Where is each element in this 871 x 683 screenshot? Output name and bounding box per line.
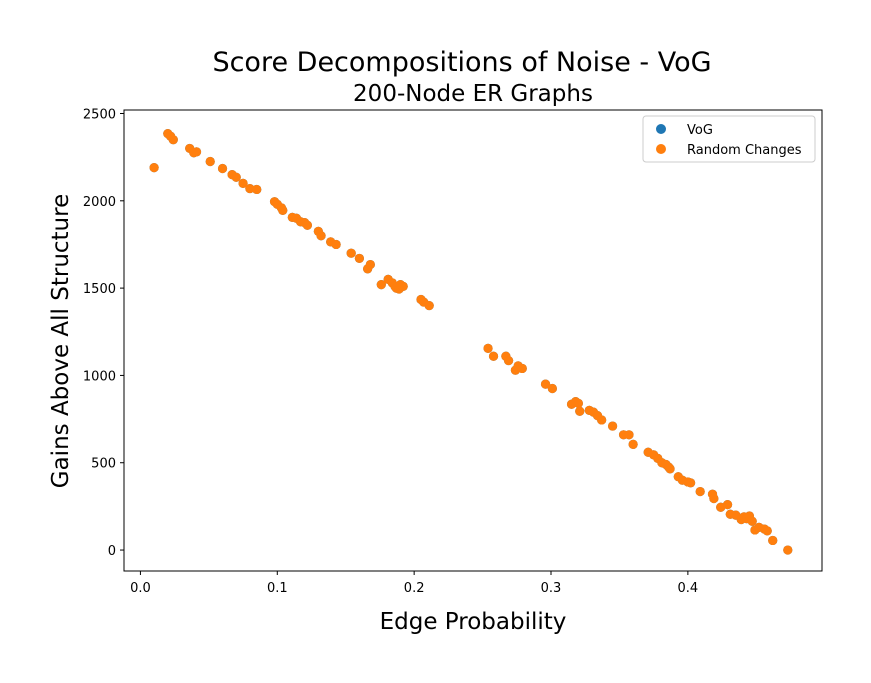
legend-label-vog: VoG xyxy=(687,123,713,138)
y-tick-label: 1500 xyxy=(83,282,116,297)
data-point-random-changes xyxy=(376,280,386,290)
data-point-random-changes xyxy=(316,231,326,241)
y-tick-label: 2500 xyxy=(83,107,116,122)
data-point-random-changes xyxy=(245,183,255,194)
data-point-random-changes xyxy=(217,163,228,174)
x-tick-label: 0.4 xyxy=(678,581,699,596)
data-point-random-changes xyxy=(547,383,557,394)
y-tick-label: 1000 xyxy=(83,369,116,384)
data-point-random-changes xyxy=(762,526,772,536)
data-point-random-changes xyxy=(628,439,638,449)
y-tick-label: 0 xyxy=(108,544,116,559)
data-point-random-changes xyxy=(149,163,159,173)
data-point-random-changes xyxy=(231,172,241,182)
data-point-random-changes xyxy=(695,486,705,497)
data-point-random-changes xyxy=(608,421,618,431)
x-tick-label: 0.2 xyxy=(404,581,425,596)
legend-label-random-changes: Random Changes xyxy=(687,143,802,158)
legend-marker-vog xyxy=(656,124,666,134)
data-point-random-changes xyxy=(624,430,634,440)
data-points xyxy=(149,128,793,555)
legend-marker-random-changes xyxy=(656,144,666,154)
y-axis-ticks: 0 500 1000 1500 2000 2500 xyxy=(83,107,124,559)
plot-frame xyxy=(123,109,823,572)
data-point-random-changes xyxy=(398,281,408,291)
data-point-random-changes xyxy=(191,147,202,157)
x-tick-label: 0.3 xyxy=(541,581,562,596)
data-point-random-changes xyxy=(597,415,607,425)
data-point-random-changes xyxy=(168,135,178,145)
legend: VoG Random Changes xyxy=(642,115,816,163)
x-tick-label: 0.1 xyxy=(267,581,288,596)
x-axis-ticks: 0.0 0.1 0.2 0.3 0.4 xyxy=(130,571,698,596)
y-tick-label: 2000 xyxy=(83,195,116,210)
data-point-random-changes xyxy=(483,343,493,353)
data-point-random-changes xyxy=(331,239,341,250)
data-point-random-changes xyxy=(768,535,778,546)
data-point-random-changes xyxy=(517,363,527,374)
data-point-random-changes xyxy=(238,178,248,188)
data-point-random-changes xyxy=(783,545,793,555)
data-point-random-changes xyxy=(302,220,312,230)
data-point-random-changes xyxy=(575,406,585,416)
data-point-random-changes xyxy=(540,379,551,389)
x-tick-label: 0.0 xyxy=(130,581,151,596)
y-tick-label: 500 xyxy=(91,457,116,472)
x-axis-label: Edge Probability xyxy=(380,609,567,635)
data-point-random-changes xyxy=(365,259,375,270)
data-point-random-changes xyxy=(354,253,364,264)
data-point-random-changes xyxy=(747,516,757,526)
data-point-random-changes xyxy=(252,184,262,195)
data-point-random-changes xyxy=(686,478,696,488)
data-point-random-changes xyxy=(573,398,583,408)
data-point-random-changes xyxy=(346,248,356,258)
data-point-random-changes xyxy=(278,205,288,216)
data-point-random-changes xyxy=(488,351,499,361)
data-point-random-changes xyxy=(709,493,719,504)
data-point-random-changes xyxy=(665,464,675,474)
data-point-random-changes xyxy=(424,300,434,311)
data-point-random-changes xyxy=(722,500,733,510)
data-point-random-changes xyxy=(503,355,514,366)
chart-title: Score Decompositions of Noise - VoG xyxy=(212,47,711,78)
legend-box xyxy=(642,115,816,163)
data-point-random-changes xyxy=(205,156,215,167)
chart-subtitle: 200-Node ER Graphs xyxy=(353,81,593,107)
y-axis-label: Gains Above All Structure xyxy=(48,194,74,488)
